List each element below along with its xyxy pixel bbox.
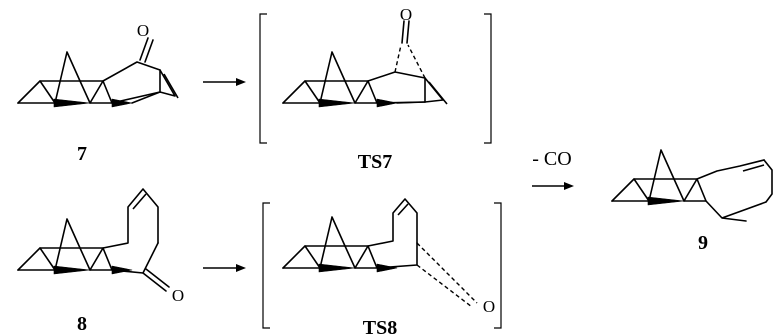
bracket-right-ts8 xyxy=(494,202,502,329)
molecule-ts8: O xyxy=(282,198,495,316)
compound-label-9: 9 xyxy=(698,232,708,254)
cage-fragment xyxy=(17,218,113,275)
compound-label-ts7: TS7 xyxy=(358,151,392,173)
compound-label-ts8: TS8 xyxy=(363,317,397,336)
cage-fragment xyxy=(611,149,707,206)
reagent-label: - CO xyxy=(532,148,571,170)
cage-fragment xyxy=(282,51,378,108)
molecule-7: O xyxy=(17,21,179,108)
bracket-left-ts7 xyxy=(259,13,267,144)
compound-label-8: 8 xyxy=(77,313,87,335)
arrow-8-to-ts8 xyxy=(203,264,246,272)
arrow-to-9 xyxy=(532,182,574,190)
carbonyl-oxygen-ts7: O xyxy=(400,5,412,24)
molecule-8: O xyxy=(17,188,184,305)
cage-fragment xyxy=(282,216,378,273)
cage-fragment xyxy=(17,51,113,108)
molecule-ts7: O xyxy=(282,5,448,108)
carbonyl-oxygen-7: O xyxy=(137,21,149,40)
bracket-left-ts8 xyxy=(262,202,270,329)
carbonyl-oxygen-ts8: O xyxy=(483,297,495,316)
carbonyl-oxygen-8: O xyxy=(172,286,184,305)
bracket-right-ts7 xyxy=(484,13,492,144)
arrow-7-to-ts7 xyxy=(203,78,246,86)
molecule-9 xyxy=(611,149,773,222)
compound-label-7: 7 xyxy=(77,143,87,165)
